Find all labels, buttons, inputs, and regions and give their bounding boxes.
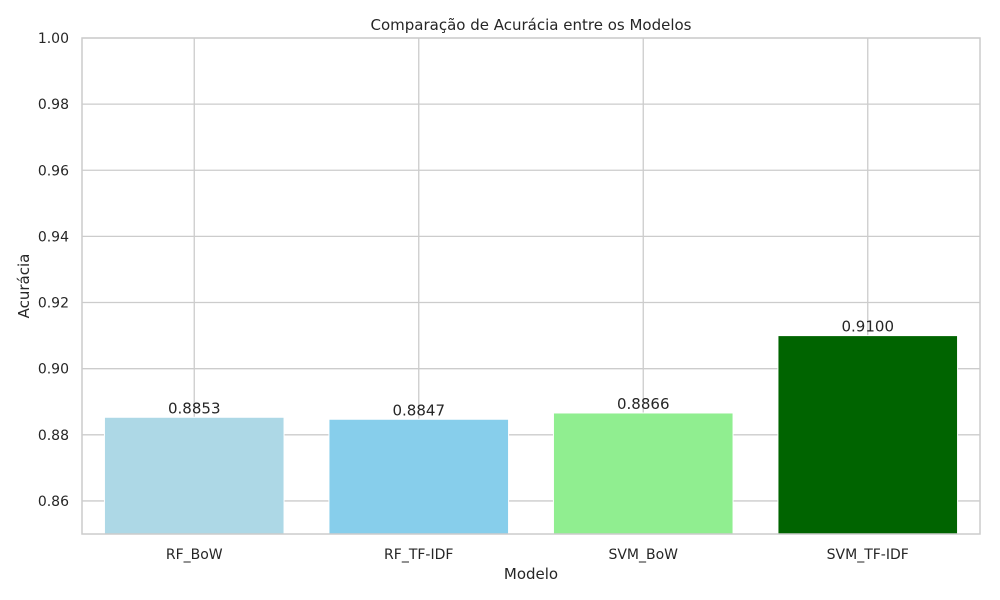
- bar-value-label: 0.8847: [393, 401, 446, 419]
- x-tick-label: SVM_TF-IDF: [827, 547, 909, 563]
- x-axis-label: Modelo: [504, 565, 558, 583]
- value-labels: 0.8853 0.8847 0.8866 0.9100: [168, 318, 894, 420]
- y-tick-label: 0.92: [38, 296, 69, 312]
- bar-rf-bow: [103, 416, 285, 535]
- y-tick-label: 1.00: [38, 31, 69, 47]
- bar-svm-bow: [552, 412, 734, 535]
- y-tick-label: 0.94: [38, 229, 69, 245]
- x-tick-label: RF_BoW: [166, 547, 223, 563]
- bar-rf-tf-idf: [328, 418, 510, 535]
- y-axis-label: Acurácia: [15, 254, 33, 319]
- x-tick-label: SVM_BoW: [608, 547, 678, 563]
- bar-value-label: 0.8853: [168, 399, 221, 417]
- bar-value-label: 0.9100: [842, 318, 895, 336]
- y-axis-ticks: 0.86 0.88 0.90 0.92 0.94 0.96 0.98 1.00: [38, 31, 69, 510]
- y-tick-label: 0.98: [38, 97, 69, 113]
- y-tick-label: 0.90: [38, 362, 69, 378]
- bar-value-label: 0.8866: [617, 395, 670, 413]
- x-tick-label: RF_TF-IDF: [384, 547, 453, 563]
- y-tick-label: 0.86: [38, 494, 69, 510]
- chart-title: Comparação de Acurácia entre os Modelos: [371, 16, 692, 34]
- x-axis-ticks: RF_BoW RF_TF-IDF SVM_BoW SVM_TF-IDF: [166, 547, 909, 563]
- y-tick-label: 0.88: [38, 428, 69, 444]
- y-tick-label: 0.96: [38, 163, 69, 179]
- bars: [103, 335, 959, 535]
- plot-frame: [81, 37, 981, 535]
- bar-svm-tf-idf: [777, 335, 959, 535]
